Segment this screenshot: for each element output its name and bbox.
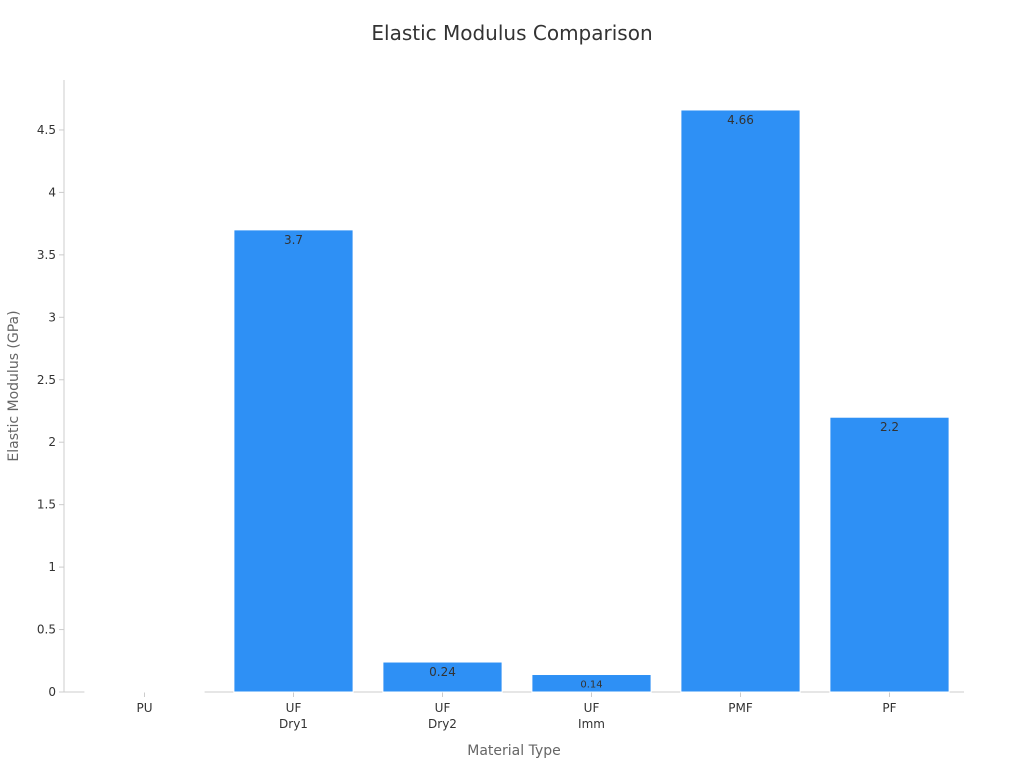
bar (84, 690, 205, 693)
y-tick-label: 2.5 (37, 373, 56, 387)
x-tick-label: PF (882, 701, 896, 715)
bar (233, 229, 354, 693)
x-axis-label: Material Type (467, 743, 560, 759)
x-tick-label: UF Dry1 (279, 701, 308, 731)
data-label: 0.14 (580, 679, 602, 690)
y-tick-label: 4.5 (37, 123, 56, 137)
bar (382, 661, 503, 693)
chart-title: Elastic Modulus Comparison (371, 21, 652, 45)
x-tick-label: UF Imm (578, 701, 605, 731)
x-axis: PU UF Dry1 UF Dry2 UF Imm PMF PF (64, 691, 964, 731)
data-labels: 3.7 0.24 0.14 4.66 2.2 (284, 113, 899, 690)
y-axis: 0 0.5 1 1.5 2 2.5 3 3.5 4 4.5 (37, 80, 65, 699)
x-tick-label: PU (136, 701, 152, 715)
y-tick-label: 2 (48, 435, 56, 449)
y-tick-label: 3.5 (37, 248, 56, 262)
y-tick-label: 1 (48, 560, 56, 574)
y-tick-label: 1.5 (37, 498, 56, 512)
y-tick-label: 4 (48, 185, 56, 199)
bar (531, 674, 652, 693)
y-tick-label: 0 (48, 685, 56, 699)
y-tick-label: 3 (48, 310, 56, 324)
y-tick-label: 0.5 (37, 623, 56, 637)
data-label: 0.24 (429, 665, 456, 679)
x-tick-label: PMF (728, 701, 753, 715)
data-label: 2.2 (880, 420, 899, 434)
bar (680, 109, 801, 693)
data-label: 4.66 (727, 113, 754, 127)
bars (84, 109, 950, 693)
bar (829, 416, 950, 693)
x-tick-label: UF Dry2 (428, 701, 457, 731)
y-axis-label: Elastic Modulus (GPa) (6, 310, 22, 461)
data-label: 3.7 (284, 233, 303, 247)
